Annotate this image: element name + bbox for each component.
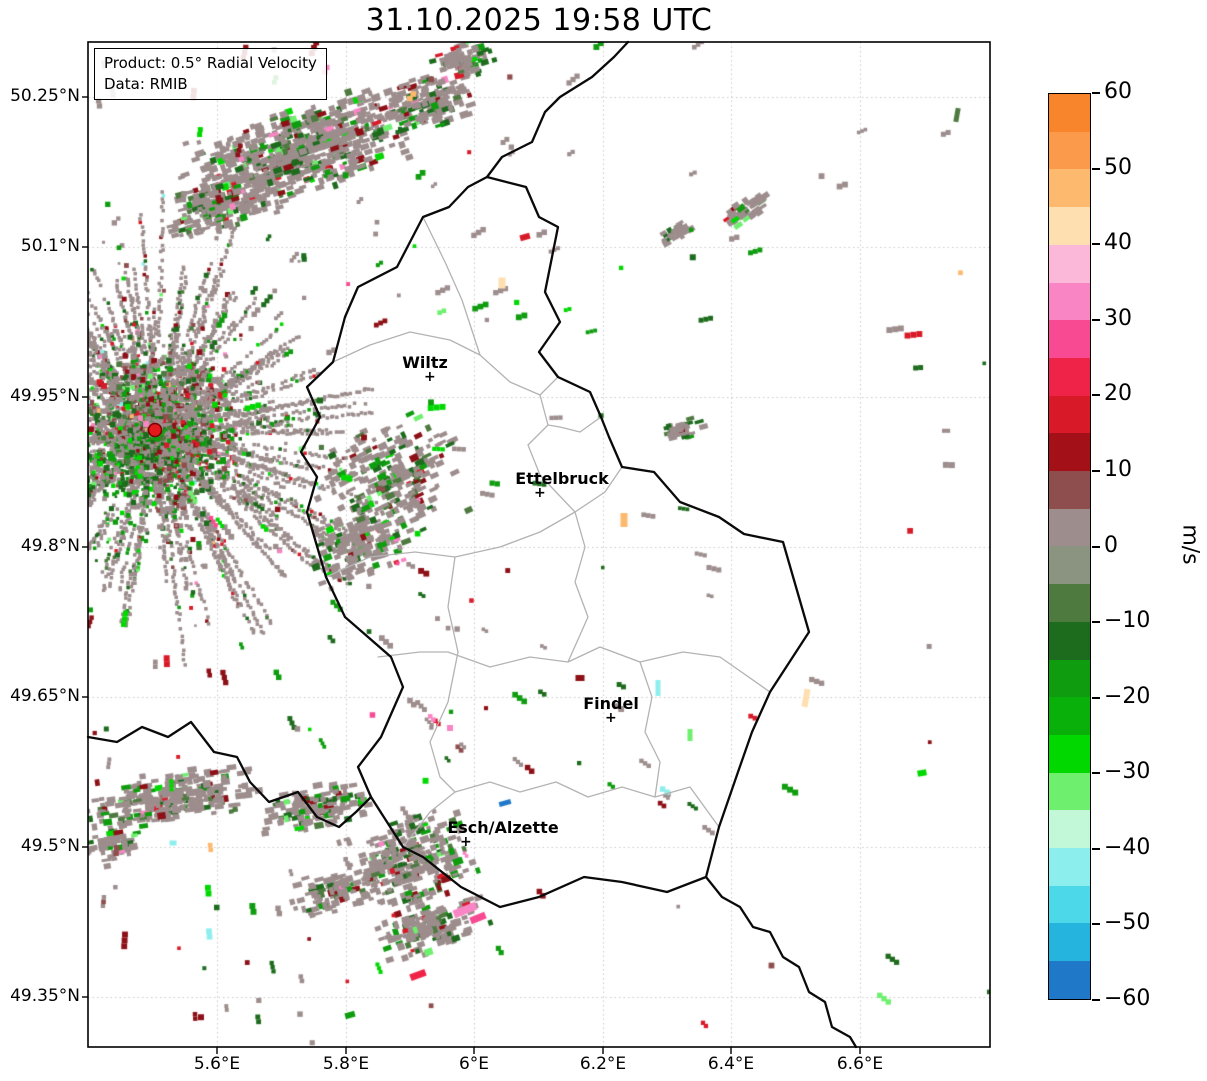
colorbar-segment (1049, 810, 1090, 849)
colorbar-tick (1092, 92, 1100, 94)
colorbar-tick (1092, 999, 1100, 1001)
data-source-line: Data: RMIB (104, 75, 188, 93)
colorbar-gradient (1048, 93, 1091, 1000)
colorbar-segment (1049, 131, 1090, 170)
radar-site-dot (147, 422, 163, 438)
y-tick-label: 50.1°N (20, 236, 80, 256)
colorbar-segment (1049, 471, 1090, 509)
colorbar-segment (1049, 320, 1090, 358)
x-tick-label: 6.2°E (579, 1054, 627, 1074)
colorbar-segment (1049, 584, 1090, 622)
colorbar-tick (1092, 394, 1100, 397)
city-marker: + (424, 369, 436, 385)
colorbar-segment (1049, 508, 1090, 547)
district-border (422, 216, 481, 356)
colorbar-segment (1049, 961, 1090, 999)
colorbar-segment (1049, 848, 1090, 886)
x-tick-label: 6.6°E (836, 1054, 884, 1074)
colorbar-tick-label: −30 (1104, 759, 1151, 785)
colorbar-tick-label: 30 (1104, 305, 1132, 331)
plot-frame (87, 41, 991, 1048)
colorbar-tick-label: 60 (1104, 79, 1132, 104)
district-border (402, 781, 720, 848)
colorbar-segment (1049, 244, 1090, 283)
figure-title: 31.10.2025 19:58 UTC (365, 3, 713, 38)
colorbar-tick-label: −20 (1104, 683, 1151, 709)
national-border (485, 40, 630, 179)
colorbar-tick (1092, 621, 1100, 624)
x-tick-label: 5.6°E (193, 1054, 241, 1074)
y-tick-label: 49.35°N (10, 986, 80, 1006)
y-tick-label: 49.95°N (10, 386, 80, 406)
colorbar-segment (1049, 659, 1090, 698)
district-border (332, 331, 559, 396)
district-border (567, 511, 589, 663)
x-tick-label: 6°E (458, 1054, 490, 1074)
colorbar-tick (1092, 545, 1100, 548)
district-border (527, 394, 576, 513)
colorbar-tick (1092, 318, 1100, 321)
product-annotation-box: Product: 0.5° Radial Velocity Data: RMIB (94, 48, 327, 100)
city-marker: + (460, 834, 472, 850)
colorbar-tick (1092, 243, 1100, 246)
colorbar-tick (1092, 469, 1100, 472)
colorbar-tick-label: −50 (1104, 910, 1151, 936)
district-border (325, 466, 623, 578)
city-marker: + (605, 710, 617, 726)
colorbar-segment (1049, 621, 1090, 660)
colorbar-tick-label: 50 (1104, 154, 1132, 180)
colorbar-tick-label: 10 (1104, 456, 1132, 482)
colorbar-segment (1049, 357, 1090, 396)
city-marker: + (534, 485, 546, 501)
y-tick-label: 49.8°N (20, 536, 80, 556)
colorbar-unit-label: m/s (1177, 524, 1203, 565)
colorbar-tick-label: −40 (1104, 834, 1151, 860)
city-label: Esch/Alzette (447, 818, 559, 837)
product-line: Product: 0.5° Radial Velocity (104, 54, 317, 72)
colorbar-tick (1092, 772, 1100, 775)
y-tick-label: 49.5°N (20, 836, 80, 856)
colorbar-segment (1049, 169, 1090, 208)
colorbar-segment (1049, 94, 1090, 132)
district-border (639, 661, 661, 798)
colorbar-segment (1049, 282, 1090, 321)
district-border (547, 416, 602, 433)
colorbar-segment (1049, 923, 1090, 962)
colorbar-tick-label: 20 (1104, 381, 1132, 407)
city-label: Ettelbruck (515, 469, 609, 488)
colorbar-segment (1049, 546, 1090, 585)
colorbar-tick-label: −10 (1104, 608, 1151, 634)
colorbar-segment (1049, 734, 1090, 773)
y-tick-label: 49.65°N (10, 686, 80, 706)
colorbar-segment (1049, 772, 1090, 811)
colorbar-segment (1049, 207, 1090, 245)
district-border (377, 646, 771, 693)
colorbar-tick (1092, 847, 1100, 850)
colorbar-tick-label: 40 (1104, 230, 1132, 256)
colorbar-tick (1092, 696, 1100, 699)
colorbar-segment (1049, 697, 1090, 735)
colorbar-segment (1049, 433, 1090, 472)
national-border (704, 875, 858, 1049)
colorbar-tick (1092, 167, 1100, 170)
national-border (86, 720, 373, 829)
x-tick-label: 6.4°E (707, 1054, 755, 1074)
colorbar-tick-label: −60 (1104, 986, 1151, 1011)
colorbar-tick-label: 0 (1104, 532, 1118, 558)
colorbar-segment (1049, 885, 1090, 924)
city-label: Findel (583, 694, 639, 713)
y-tick-label: 50.25°N (10, 86, 80, 106)
x-tick-label: 5.8°E (322, 1054, 370, 1074)
city-label: Wiltz (402, 353, 448, 372)
colorbar-tick (1092, 923, 1100, 926)
country-border-luxembourg (299, 175, 811, 909)
district-border (429, 556, 459, 793)
colorbar-segment (1049, 395, 1090, 434)
